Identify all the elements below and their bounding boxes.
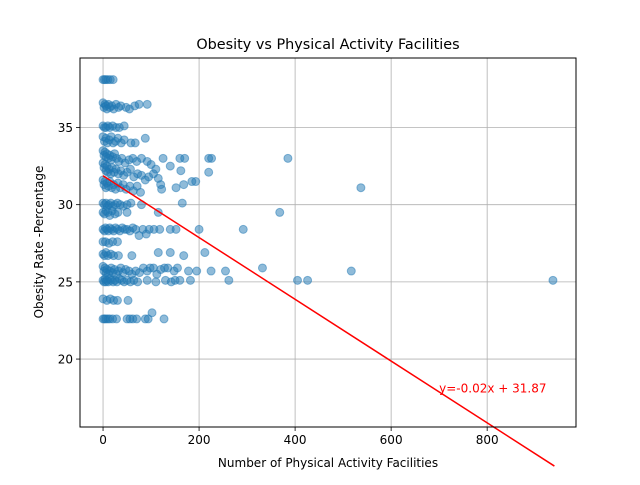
data-point [119, 121, 129, 131]
x-tick-label: 200 [188, 433, 211, 447]
data-point [275, 207, 285, 217]
data-point [283, 153, 293, 163]
data-point [293, 275, 303, 285]
data-point [136, 187, 145, 197]
data-point [171, 224, 181, 234]
data-point [130, 138, 140, 148]
y-axis-ticks: 20 25 30 35 [58, 121, 80, 367]
x-tick-label: 800 [476, 433, 499, 447]
data-point [207, 153, 217, 163]
data-point [257, 263, 267, 273]
data-point [112, 295, 122, 305]
data-point [180, 153, 190, 163]
data-point [179, 251, 189, 261]
data-points [98, 75, 558, 324]
data-point [192, 266, 202, 276]
data-point [132, 314, 142, 324]
data-point [238, 224, 248, 234]
y-axis-label: Obesity Rate -Percentage [32, 166, 46, 319]
x-tick-label: 0 [99, 433, 107, 447]
data-point [151, 277, 161, 287]
data-point [200, 248, 210, 258]
regression-line [102, 175, 555, 467]
data-point [140, 133, 150, 143]
data-point [126, 198, 136, 208]
data-point [159, 314, 169, 324]
data-point [179, 180, 189, 190]
data-point [171, 183, 181, 193]
data-point [147, 308, 157, 318]
data-point [356, 183, 366, 193]
data-point [165, 248, 175, 258]
chart-title: Obesity vs Physical Activity Facilities [196, 37, 459, 53]
y-tick-label: 25 [58, 275, 73, 289]
data-point [224, 275, 234, 285]
data-point [176, 166, 186, 176]
data-point [548, 275, 558, 285]
data-point [346, 266, 356, 276]
data-point [153, 248, 163, 258]
data-point [157, 184, 167, 194]
data-point [165, 161, 175, 171]
x-tick-label: 600 [380, 433, 403, 447]
data-point [206, 266, 216, 276]
x-tick-label: 400 [284, 433, 307, 447]
data-point [175, 275, 185, 285]
data-point [220, 266, 230, 276]
data-point [111, 314, 121, 324]
data-point [142, 275, 152, 285]
data-point [113, 207, 123, 217]
data-point [112, 237, 122, 247]
data-point [303, 275, 313, 285]
x-axis-ticks: 0 200 400 600 800 [99, 427, 499, 447]
data-point [194, 224, 204, 234]
data-point [172, 263, 182, 273]
data-point [204, 167, 214, 177]
fit-line-group [102, 175, 555, 467]
data-point [177, 198, 187, 208]
data-point [122, 207, 132, 217]
data-point [108, 75, 118, 85]
data-point [113, 251, 123, 261]
plot-frame [79, 57, 577, 428]
data-point [191, 177, 201, 187]
y-tick-label: 20 [58, 353, 73, 367]
data-point [134, 99, 144, 109]
data-point [185, 275, 195, 285]
y-tick-label: 35 [58, 121, 73, 135]
data-point [123, 295, 133, 305]
y-tick-label: 30 [58, 198, 73, 212]
data-point [133, 277, 143, 287]
data-point [142, 99, 152, 109]
regression-equation-label: y=-0.02x + 31.87 [439, 381, 546, 395]
data-point [158, 153, 168, 163]
data-point [127, 251, 137, 261]
data-point [125, 164, 135, 174]
data-point [155, 224, 165, 234]
x-axis-label: Number of Physical Activity Facilities [218, 456, 438, 470]
data-point [184, 266, 194, 276]
